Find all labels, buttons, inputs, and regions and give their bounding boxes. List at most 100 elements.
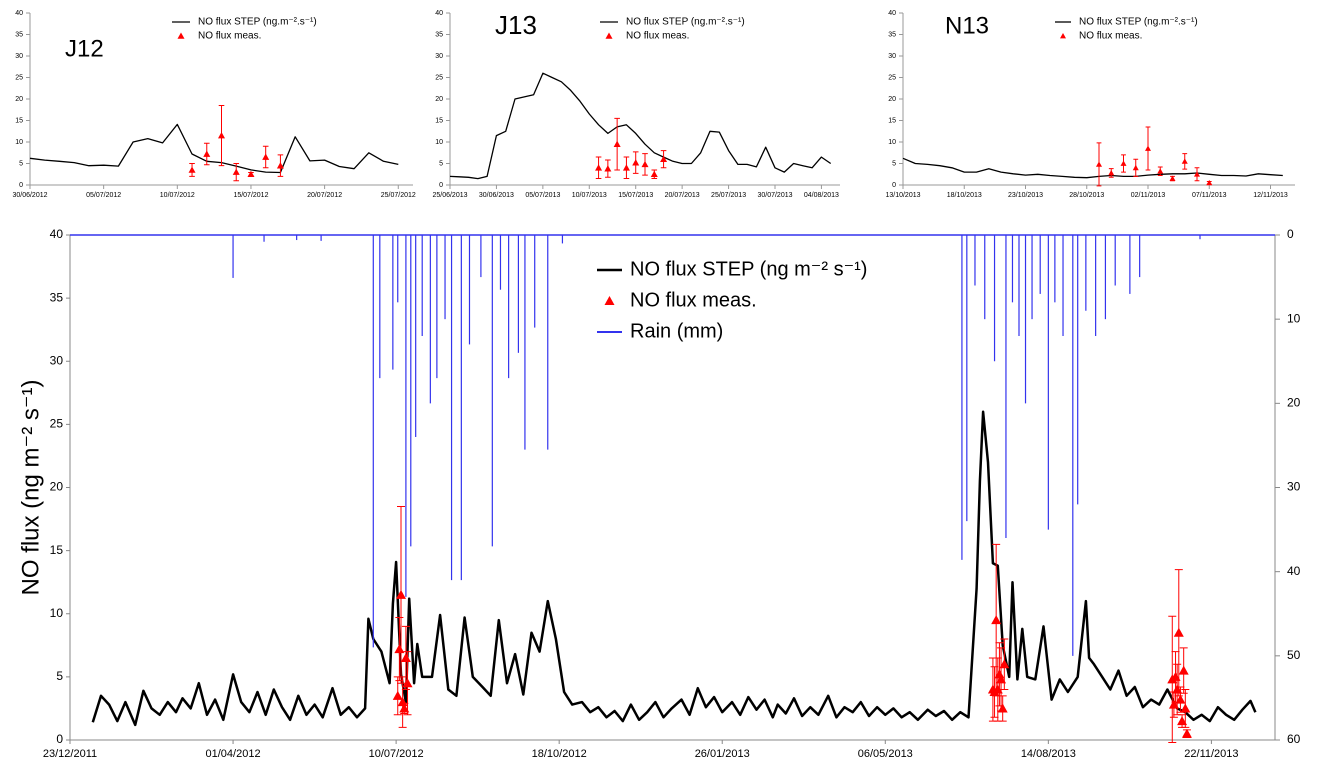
meas-point xyxy=(1169,175,1176,181)
meas-point xyxy=(991,615,1002,625)
meas-point xyxy=(1177,716,1188,726)
y-tick-label: 30 xyxy=(888,53,896,60)
y-tick-label: 20 xyxy=(15,96,23,103)
x-tick-label: 30/07/2013 xyxy=(757,192,792,199)
meas-point xyxy=(218,132,225,139)
meas-point xyxy=(992,684,1003,694)
meas-point xyxy=(203,150,211,157)
step-line xyxy=(29,123,399,174)
y-tick-label: 0 xyxy=(56,732,63,746)
meas-point xyxy=(394,644,405,654)
y-tick-label: 25 xyxy=(888,74,896,81)
meas-point xyxy=(999,659,1010,669)
y-tick-label: 40 xyxy=(435,10,443,17)
meas-point xyxy=(247,170,255,178)
legend-label: NO flux meas. xyxy=(1079,31,1142,42)
meas-point xyxy=(613,140,621,147)
chart-title: N13 xyxy=(945,12,989,39)
meas-point xyxy=(996,674,1007,684)
meas-point xyxy=(604,165,612,172)
meas-point xyxy=(622,164,630,171)
meas-point xyxy=(1178,665,1189,675)
meas-point xyxy=(1108,169,1115,176)
meas-point xyxy=(1096,161,1102,167)
x-tick-label: 05/07/2012 xyxy=(86,192,121,199)
y-tick-label: 30 xyxy=(50,353,64,367)
legend-label: NO flux STEP (ng m⁻² s⁻¹) xyxy=(630,258,867,280)
legend-label: Rain (mm) xyxy=(630,320,723,342)
x-tick-label: 26/01/2013 xyxy=(695,748,750,760)
y-tick-label: 10 xyxy=(888,139,896,146)
y-tick-label: 20 xyxy=(50,480,64,494)
legend-label: NO flux meas. xyxy=(630,289,757,311)
x-tick-label: 10/07/2013 xyxy=(572,192,607,199)
x-tick-label: 10/07/2012 xyxy=(160,192,195,199)
legend-symbol xyxy=(604,296,615,305)
y2-tick-label: 10 xyxy=(1287,311,1301,325)
y-tick-label: 10 xyxy=(435,139,443,146)
x-tick-label: 10/07/2012 xyxy=(369,748,424,760)
meas-point xyxy=(396,589,407,599)
x-tick-label: 12/11/2013 xyxy=(1253,192,1288,199)
y-tick-label: 10 xyxy=(50,606,64,620)
y-tick-label: 30 xyxy=(15,53,23,60)
y2-tick-label: 0 xyxy=(1287,227,1294,241)
x-tick-label: 18/10/2012 xyxy=(532,748,587,760)
meas-point xyxy=(400,652,411,662)
x-tick-label: 30/06/2012 xyxy=(12,192,47,199)
y-tick-label: 0 xyxy=(19,182,23,189)
meas-point xyxy=(276,162,284,169)
y-tick-label: 35 xyxy=(888,31,896,38)
x-tick-label: 13/10/2013 xyxy=(885,192,920,199)
meas-point xyxy=(1145,145,1151,151)
x-tick-label: 14/08/2013 xyxy=(1021,748,1076,760)
x-tick-label: 25/07/2013 xyxy=(711,192,746,199)
y-tick-label: 5 xyxy=(439,160,443,167)
x-tick-label: 20/07/2012 xyxy=(307,192,342,199)
meas-point xyxy=(232,168,240,175)
x-tick-label: 25/06/2013 xyxy=(432,192,467,199)
meas-point xyxy=(660,155,668,162)
x-tick-label: 01/04/2012 xyxy=(206,748,261,760)
meas-point xyxy=(1132,164,1139,171)
meas-point xyxy=(1172,684,1183,694)
y-tick-label: 15 xyxy=(50,543,64,557)
meas-point xyxy=(1194,171,1200,177)
legend-symbol xyxy=(1060,33,1066,39)
meas-point xyxy=(632,159,640,166)
meas-point xyxy=(1157,168,1164,174)
x-tick-label: 06/05/2013 xyxy=(858,748,913,760)
y-tick-label: 30 xyxy=(435,53,443,60)
legend-symbol xyxy=(177,32,185,39)
y-tick-label: 15 xyxy=(888,117,896,124)
meas-point xyxy=(1170,671,1181,681)
legend-label: NO flux meas. xyxy=(626,31,689,42)
x-tick-label: 25/07/2012 xyxy=(381,192,416,199)
x-tick-label: 15/07/2013 xyxy=(618,192,653,199)
step-line xyxy=(902,157,1283,179)
y-tick-label: 40 xyxy=(888,10,896,17)
y-tick-label: 35 xyxy=(15,31,23,38)
y-tick-label: 35 xyxy=(50,290,64,304)
step-line xyxy=(91,410,1257,727)
meas-point xyxy=(262,153,270,160)
meas-point xyxy=(997,703,1008,713)
y2-tick-label: 30 xyxy=(1287,480,1301,494)
meas-point xyxy=(1206,179,1213,186)
y-tick-label: 15 xyxy=(435,117,443,124)
y-tick-label: 15 xyxy=(15,117,23,124)
y-tick-label: 0 xyxy=(439,182,443,189)
y2-tick-label: 20 xyxy=(1287,396,1301,410)
meas-point xyxy=(1180,703,1191,713)
x-tick-label: 18/10/2013 xyxy=(947,192,982,199)
meas-point xyxy=(188,166,196,173)
step-line xyxy=(449,72,832,180)
x-tick-label: 28/10/2013 xyxy=(1069,192,1104,199)
y-tick-label: 20 xyxy=(888,96,896,103)
meas-point xyxy=(641,160,649,168)
x-tick-label: 23/10/2013 xyxy=(1008,192,1043,199)
x-tick-label: 15/07/2012 xyxy=(233,192,268,199)
meas-point xyxy=(650,170,658,178)
y2-tick-label: 40 xyxy=(1287,564,1301,578)
